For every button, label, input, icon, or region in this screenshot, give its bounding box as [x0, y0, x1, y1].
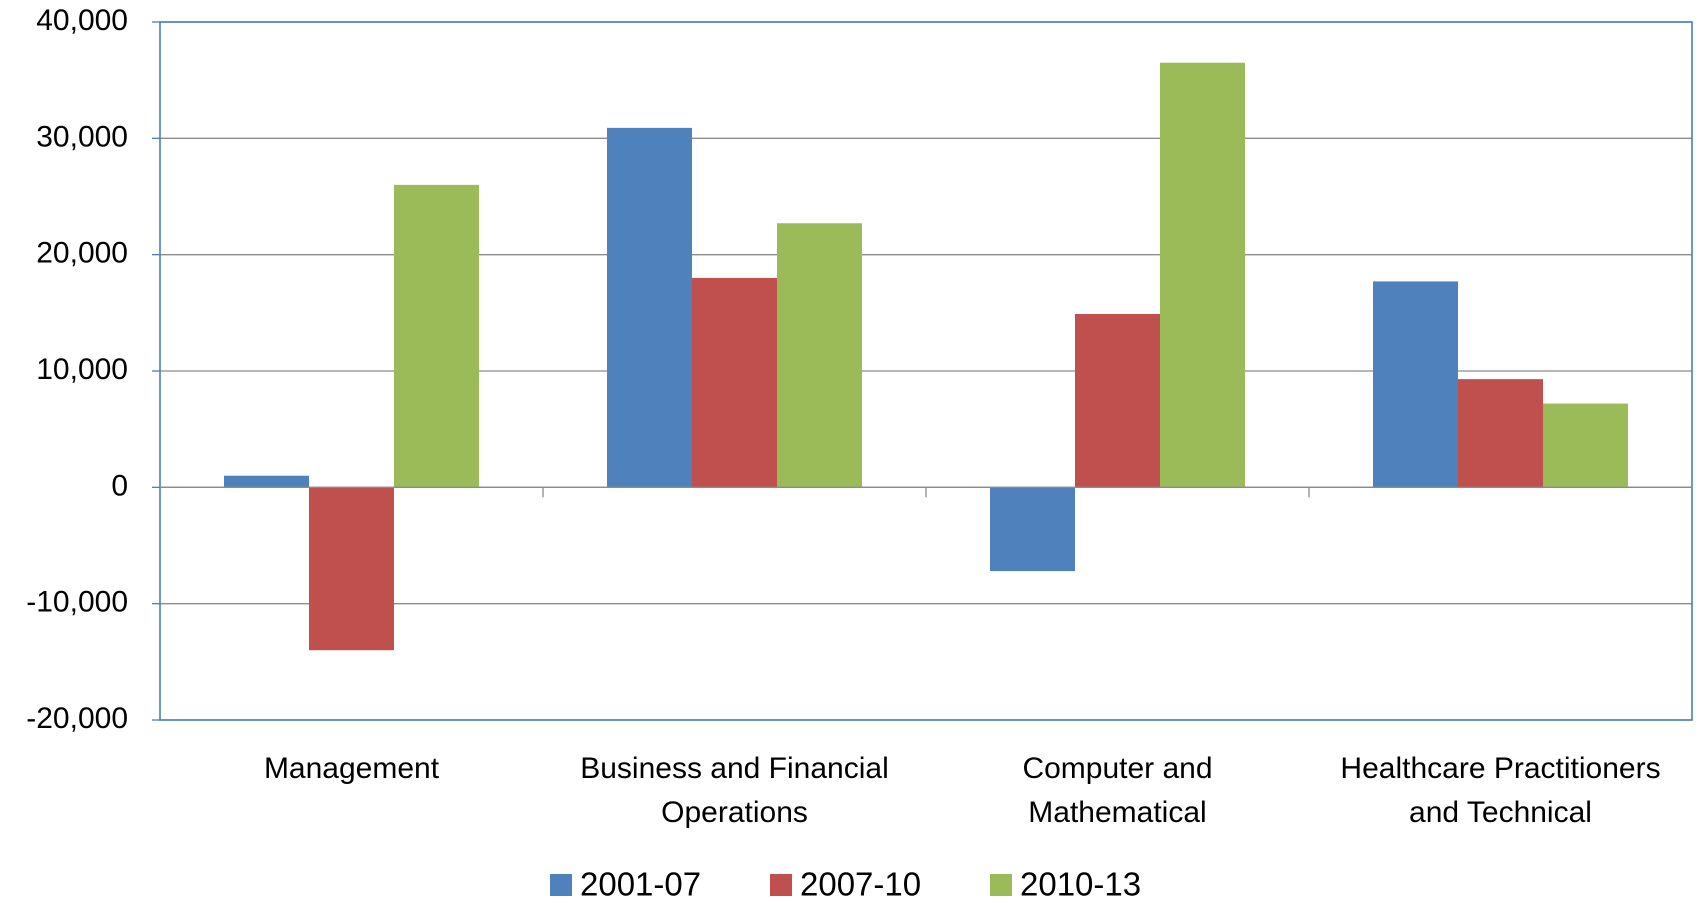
y-tick-label: -20,000	[26, 702, 128, 735]
bar	[1458, 379, 1543, 488]
legend-label: 2007-10	[800, 866, 921, 903]
bar	[309, 487, 394, 651]
x-tick-label: Healthcare Practitioners and Technical	[1340, 752, 1661, 829]
bar	[394, 184, 479, 488]
legend-label: 2001-07	[580, 866, 701, 903]
plot-border	[159, 21, 1693, 721]
bar	[990, 487, 1075, 572]
legend-swatch	[550, 874, 572, 896]
y-tick-label: 0	[111, 469, 128, 502]
bar	[692, 277, 777, 488]
legend-label: 2010-13	[1020, 866, 1141, 903]
x-tick-label: Management	[263, 752, 440, 785]
legend-swatch	[770, 874, 792, 896]
y-tick-label: -10,000	[26, 586, 128, 619]
x-tick-label: Computer and Mathematical	[1022, 752, 1213, 829]
bar	[1373, 281, 1458, 488]
bar	[1543, 403, 1628, 488]
y-tick-label: 30,000	[36, 120, 128, 153]
y-tick-label: 10,000	[36, 353, 128, 386]
bar	[1160, 62, 1245, 488]
y-tick-label: 40,000	[36, 4, 128, 37]
bar	[777, 223, 862, 488]
y-tick-label: 20,000	[36, 237, 128, 270]
bar	[607, 127, 692, 488]
legend-swatch	[990, 874, 1012, 896]
x-tick-label: Business and Financial Operations	[580, 752, 889, 829]
bar	[1075, 313, 1160, 488]
bar	[224, 475, 309, 488]
